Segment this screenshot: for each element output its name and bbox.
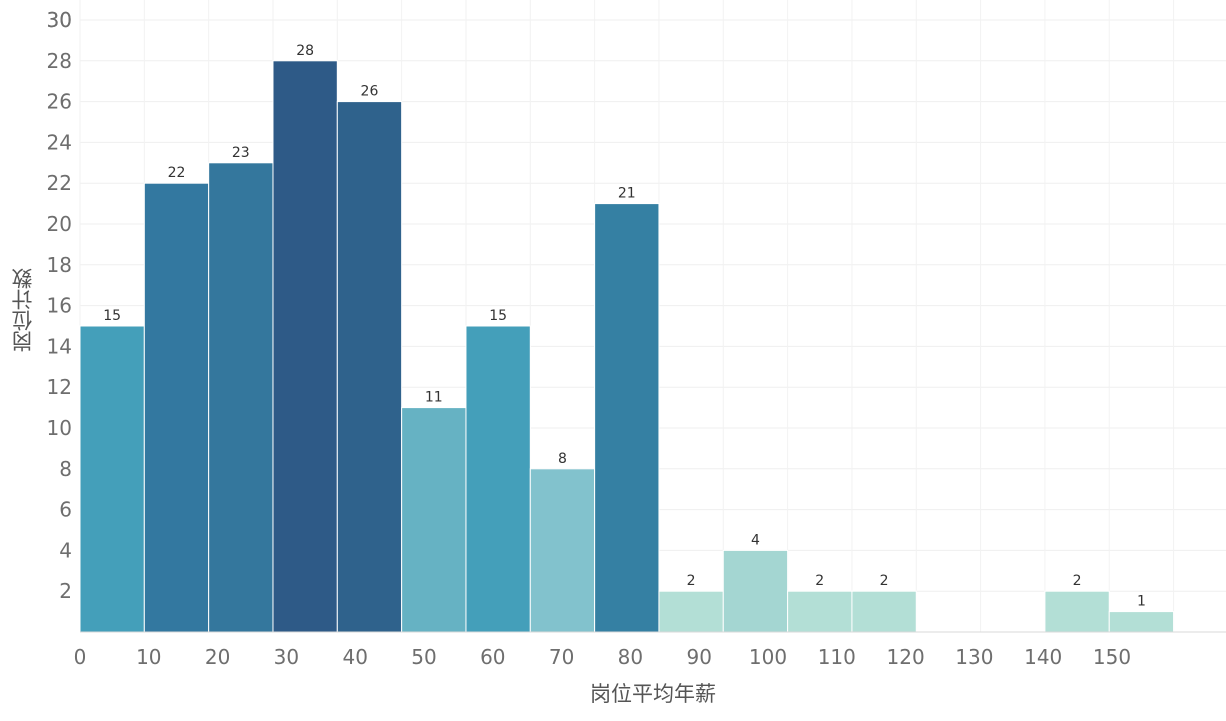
y-tick-label: 2: [59, 579, 72, 603]
y-tick-label: 18: [47, 253, 72, 277]
x-tick-label: 90: [686, 645, 711, 669]
bar-data-label: 26: [361, 84, 379, 100]
histogram-bar: [1044, 590, 1110, 633]
y-tick-label: 30: [47, 8, 72, 32]
x-tick-label: 130: [955, 645, 993, 669]
bar-data-label: 4: [751, 532, 760, 548]
histogram-bar: [722, 549, 789, 633]
histogram-bar: [401, 407, 467, 633]
histogram-bar: [529, 468, 596, 633]
x-tick-label: 10: [136, 645, 161, 669]
y-tick-label: 26: [47, 90, 72, 114]
bar-data-label: 28: [296, 43, 314, 59]
bar-data-label: 21: [618, 186, 636, 202]
x-tick-label: 70: [549, 645, 574, 669]
histogram-bar: [143, 182, 210, 633]
x-tick-label: 150: [1093, 645, 1131, 669]
y-tick-label: 4: [59, 538, 72, 562]
y-tick-label: 8: [59, 457, 72, 481]
x-tick-label: 80: [618, 645, 643, 669]
y-tick-label: 24: [47, 130, 72, 154]
histogram-bar: [208, 162, 274, 633]
bar-data-label: 2: [1073, 573, 1082, 589]
x-tick-label: 40: [342, 645, 367, 669]
y-tick-label: 20: [47, 212, 72, 236]
bar-data-label: 15: [103, 308, 121, 324]
y-tick-label: 12: [47, 375, 72, 399]
histogram-bar: [851, 590, 917, 633]
bar-data-label: 2: [880, 573, 889, 589]
histogram-bar: [594, 203, 660, 633]
x-tick-label: 0: [74, 645, 87, 669]
x-tick-label: 50: [411, 645, 436, 669]
histogram-bar: [272, 60, 338, 633]
y-tick-label: 28: [47, 49, 72, 73]
y-tick-label: 10: [47, 416, 72, 440]
x-tick-label: 110: [818, 645, 856, 669]
y-tick-label: 30: [47, 8, 72, 32]
bar-data-label: 23: [232, 145, 250, 161]
y-tick-label: 22: [47, 171, 72, 195]
bar-data-label: 11: [425, 390, 443, 406]
y-tick-label: 16: [47, 294, 72, 318]
y-tick-label: 14: [47, 334, 72, 358]
bar-data-label: 22: [168, 165, 186, 181]
bar-data-label: 8: [558, 451, 567, 467]
bar-data-label: 15: [489, 308, 507, 324]
x-axis-title: 岗位平均年薪: [590, 682, 716, 706]
x-tick-label: 100: [749, 645, 787, 669]
bar-data-label: 1: [1137, 594, 1146, 610]
histogram-bar: [79, 325, 145, 633]
x-tick-label: 30: [274, 645, 299, 669]
x-tick-label: 20: [205, 645, 230, 669]
histogram-bar: [787, 590, 853, 633]
x-tick-label: 120: [887, 645, 925, 669]
y-tick-label: 6: [59, 498, 72, 522]
histogram-bar: [658, 590, 724, 633]
histogram-bar: [465, 325, 531, 633]
y-axis-title: 岗位计数: [11, 268, 35, 352]
bar-data-label: 2: [687, 573, 696, 589]
histogram-bar: [1108, 611, 1175, 633]
bar-data-label: 2: [815, 573, 824, 589]
x-tick-label: 60: [480, 645, 505, 669]
x-tick-label: 140: [1024, 645, 1062, 669]
histogram-bar: [336, 101, 403, 633]
